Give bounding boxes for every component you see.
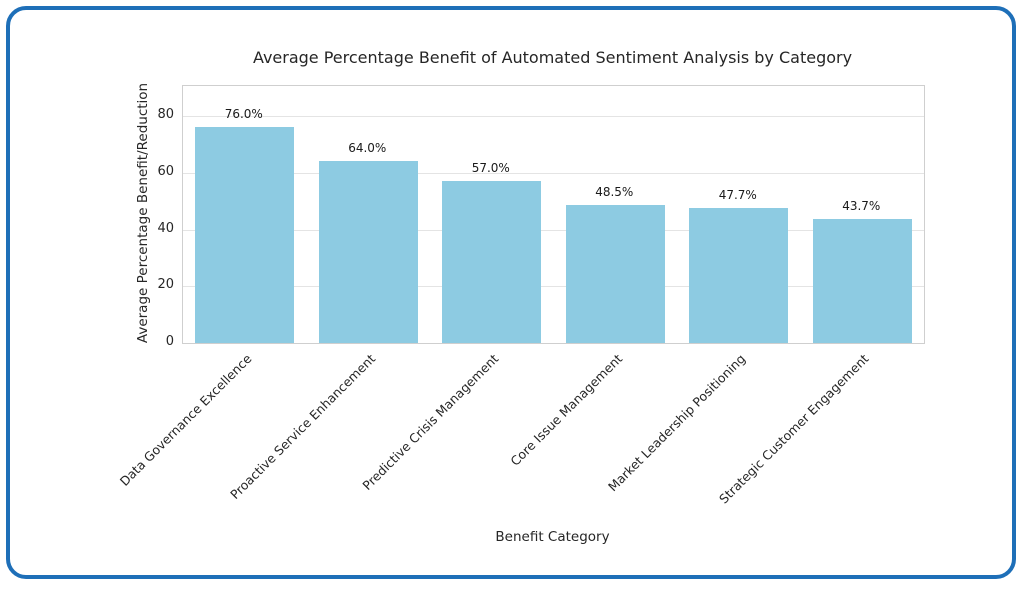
bar-value-label: 76.0%: [224, 107, 263, 122]
gridline: [183, 172, 924, 174]
bar-value-label: 64.0%: [348, 141, 387, 156]
y-tick-label: 20: [157, 277, 174, 293]
y-tick-label: 60: [157, 163, 174, 179]
bar: [689, 207, 789, 343]
bar: [812, 219, 912, 343]
bar-value-label: 48.5%: [595, 185, 634, 200]
x-axis-label: Benefit Category: [495, 529, 610, 545]
bar: [442, 181, 542, 343]
gridline: [183, 229, 924, 231]
chart-title: Average Percentage Benefit of Automated …: [252, 48, 853, 67]
gridline: [183, 286, 924, 288]
bar: [565, 205, 665, 343]
y-tick-label: 0: [165, 334, 174, 349]
y-tick-label: 80: [157, 107, 174, 123]
plot-area: [182, 85, 925, 344]
bar: [195, 127, 295, 343]
y-tick-label: 40: [157, 220, 174, 236]
bar-value-label: 47.7%: [718, 187, 757, 202]
gridline: [183, 116, 924, 118]
bar-value-label: 43.7%: [842, 199, 881, 214]
bar-value-label: 57.0%: [471, 161, 510, 176]
bar: [318, 161, 418, 343]
